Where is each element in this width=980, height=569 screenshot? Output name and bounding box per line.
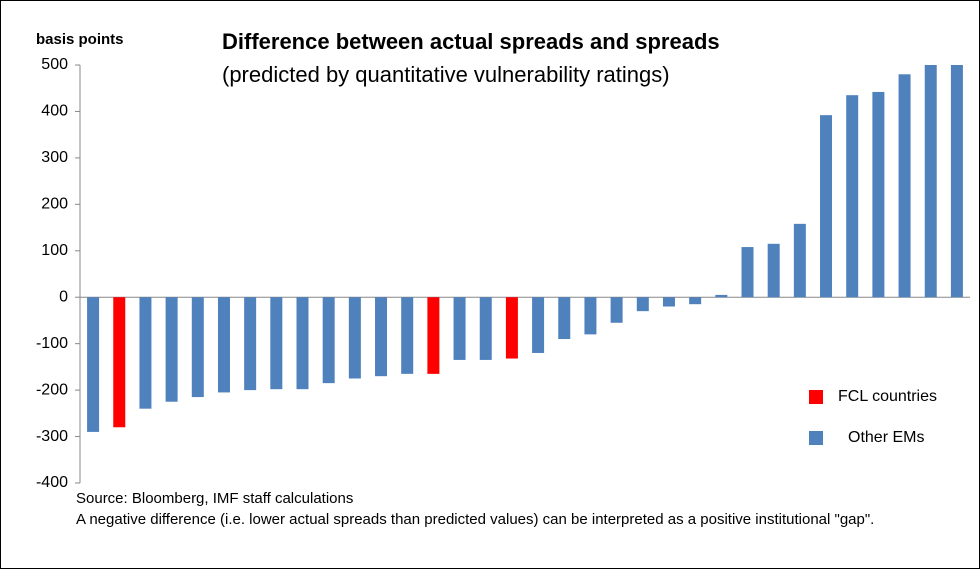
bar: [767, 243, 780, 298]
bar: [532, 297, 545, 353]
bar: [427, 297, 440, 374]
bar: [479, 297, 492, 360]
bar: [322, 297, 335, 384]
bar: [296, 297, 309, 390]
legend-swatch: [809, 431, 823, 445]
bar: [820, 115, 833, 298]
y-tick-label: -100: [36, 335, 68, 352]
bar: [401, 297, 414, 374]
bar: [270, 297, 283, 390]
bar: [689, 297, 702, 305]
y-tick-label: -300: [36, 428, 68, 445]
bar: [950, 65, 963, 298]
bar: [610, 297, 623, 323]
y-axis-label: basis points: [36, 31, 124, 48]
y-tick-label: -200: [36, 381, 68, 398]
bar: [636, 297, 649, 312]
bar: [244, 297, 257, 391]
bar: [872, 91, 885, 298]
y-tick-label: 400: [41, 103, 68, 120]
bar: [924, 65, 937, 298]
y-tick-label: 500: [41, 56, 68, 73]
chart-title: Difference between actual spreads and sp…: [222, 29, 720, 54]
bar: [87, 297, 100, 432]
bar: [898, 74, 911, 298]
bar: [741, 247, 754, 298]
bar: [846, 95, 859, 298]
y-tick-label: 0: [59, 288, 68, 305]
legend-label: FCL countries: [838, 388, 937, 405]
source: Source: Bloomberg, IMF staff calculation…: [76, 490, 354, 507]
legend-swatch: [809, 390, 823, 404]
bar: [662, 297, 675, 307]
bar: [165, 297, 178, 402]
note: A negative difference (i.e. lower actual…: [76, 511, 875, 528]
bar: [584, 297, 597, 335]
bar: [505, 297, 518, 359]
bar: [348, 297, 361, 379]
bar: [558, 297, 571, 340]
bar: [217, 297, 230, 393]
bar: [453, 297, 466, 360]
y-tick-label: -400: [36, 474, 68, 491]
bar: [191, 297, 204, 398]
bar: [375, 297, 388, 377]
notes: Source: Bloomberg, IMF staff calculation…: [76, 488, 946, 530]
y-tick-label: 300: [41, 149, 68, 166]
legend-label: Other EMs: [848, 429, 924, 446]
bar: [793, 223, 806, 298]
y-tick-label: 200: [41, 196, 68, 213]
chart-subtitle: (predicted by quantitative vulnerability…: [222, 62, 670, 87]
y-tick-label: 100: [41, 242, 68, 259]
bar: [139, 297, 152, 409]
bar: [113, 297, 126, 428]
bar: [715, 294, 728, 298]
